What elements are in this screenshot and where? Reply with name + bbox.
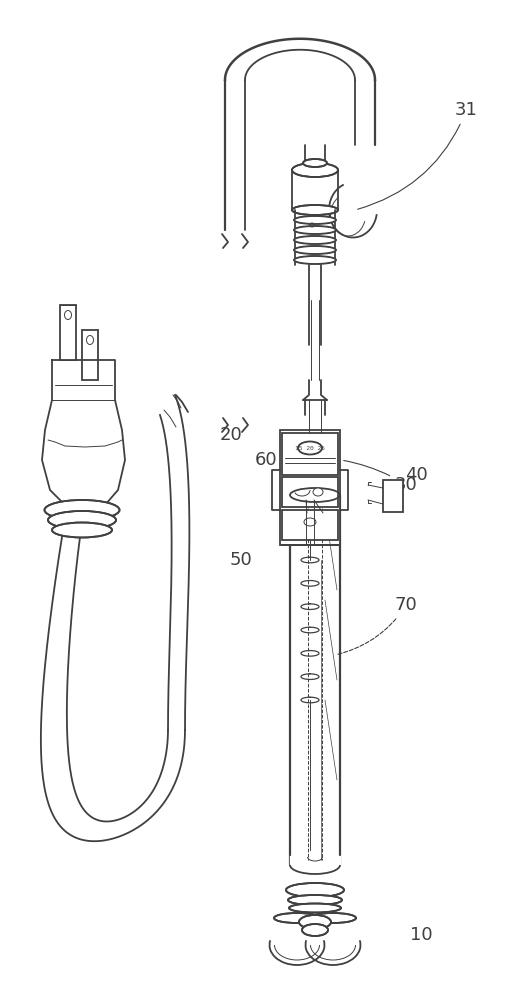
Ellipse shape	[294, 236, 336, 244]
Ellipse shape	[302, 924, 328, 936]
Bar	[82, 330, 98, 380]
Ellipse shape	[290, 488, 340, 502]
Text: 50: 50	[230, 551, 253, 569]
Ellipse shape	[52, 522, 112, 538]
Text: 15 20 25: 15 20 25	[295, 446, 325, 450]
Ellipse shape	[294, 216, 336, 224]
Bar	[383, 480, 403, 512]
Text: 40: 40	[405, 466, 428, 484]
Bar	[282, 433, 338, 475]
Text: 10: 10	[410, 926, 432, 944]
Ellipse shape	[294, 246, 336, 254]
Ellipse shape	[286, 883, 344, 897]
Text: 30: 30	[344, 460, 418, 494]
Ellipse shape	[310, 913, 356, 923]
Ellipse shape	[294, 226, 336, 234]
Ellipse shape	[288, 895, 342, 905]
Polygon shape	[225, 39, 375, 80]
Text: 31: 31	[358, 101, 478, 209]
Text: 20: 20	[220, 426, 243, 444]
Bar	[280, 430, 340, 545]
Text: 70: 70	[338, 596, 418, 654]
Bar	[282, 510, 338, 540]
Bar	[282, 477, 338, 507]
Ellipse shape	[274, 913, 320, 923]
Ellipse shape	[45, 500, 119, 520]
Ellipse shape	[289, 904, 341, 912]
Ellipse shape	[303, 159, 327, 167]
Ellipse shape	[294, 256, 336, 264]
Polygon shape	[160, 395, 189, 730]
Ellipse shape	[299, 915, 331, 929]
Polygon shape	[42, 360, 125, 510]
Ellipse shape	[292, 205, 338, 215]
Ellipse shape	[313, 488, 323, 496]
Text: 60: 60	[255, 451, 278, 469]
Ellipse shape	[292, 163, 338, 177]
Ellipse shape	[298, 442, 322, 454]
Ellipse shape	[48, 511, 116, 529]
Bar	[60, 305, 76, 360]
Polygon shape	[41, 537, 185, 841]
